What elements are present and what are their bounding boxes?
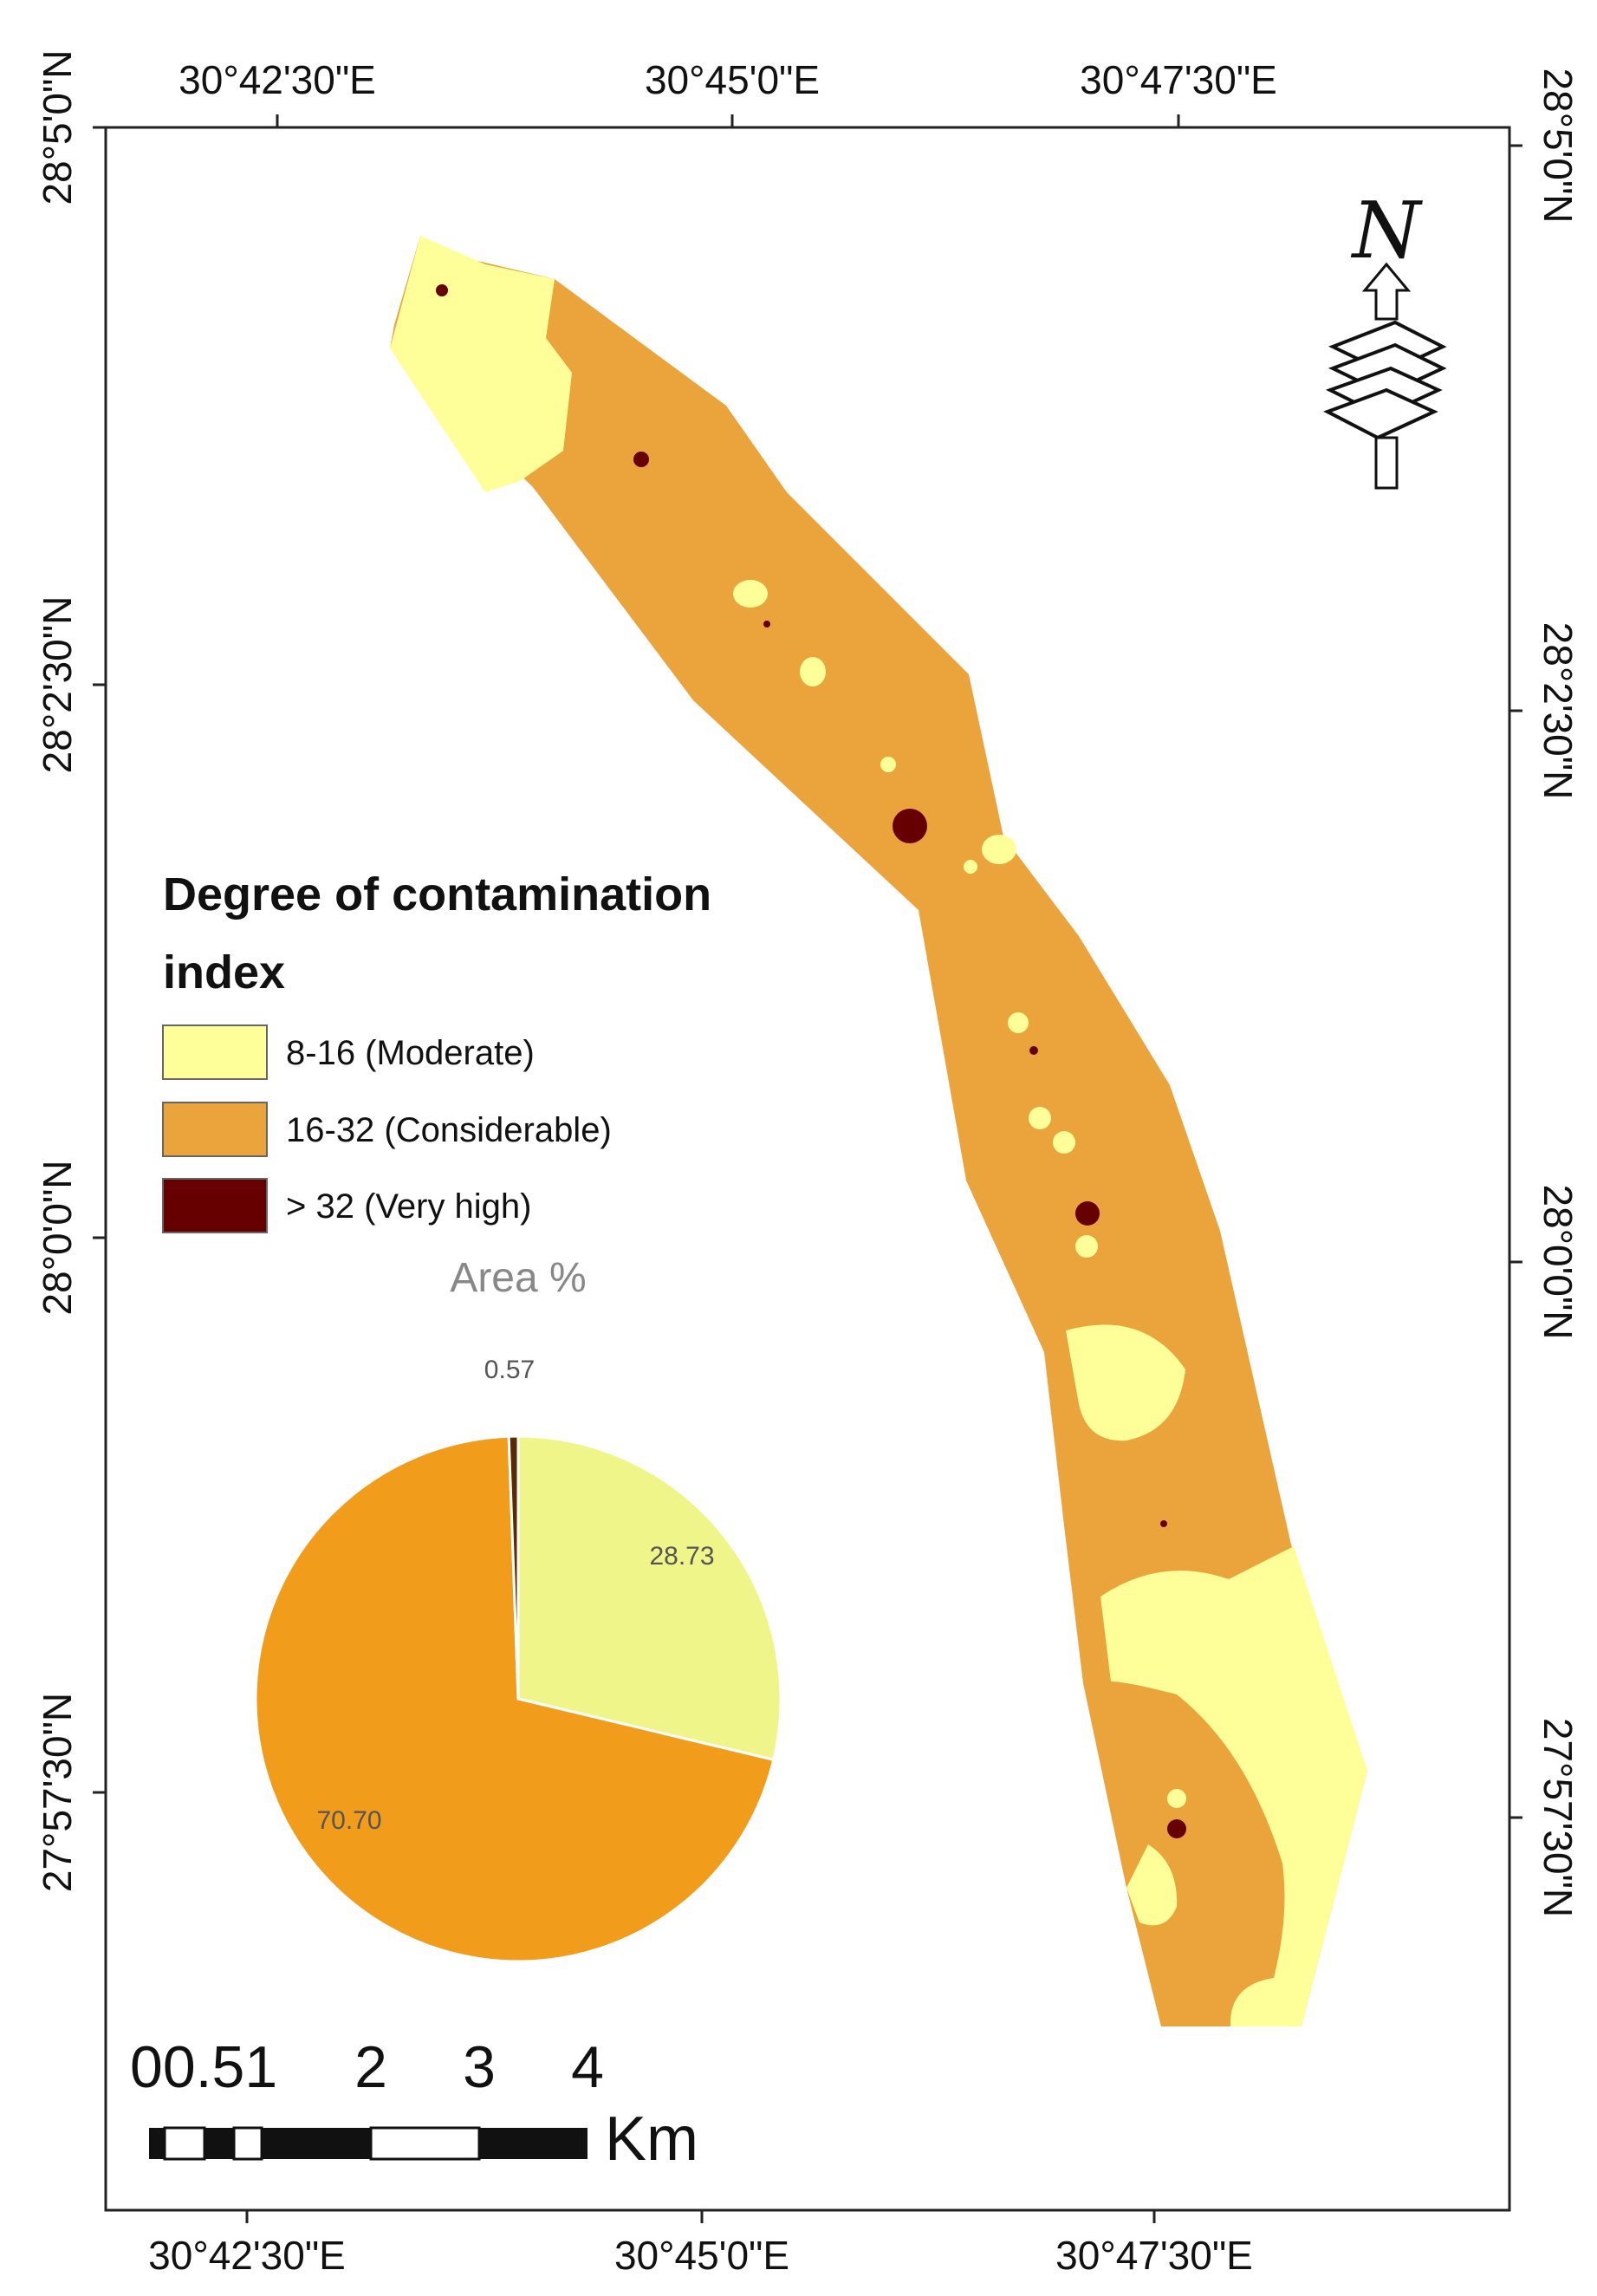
north-arrow-tail [1374,436,1399,490]
pie-labels: 28.73 70.70 0.57 [316,1356,714,1835]
moderate-spot [880,757,896,772]
north-arrow-icon: N [1323,185,1447,490]
legend-title-line2: index [163,946,285,998]
top-label-2: 30°45'0"E [645,57,820,102]
pie-label-moderate: 28.73 [649,1542,714,1571]
north-arrow-layer-4 [1323,387,1438,440]
legend-item-considerable: 16-32 (Considerable) [162,1102,612,1157]
area-pie-chart: Area % 28.73 70.70 0.57 [254,1255,782,1963]
study-area [390,236,1367,2026]
moderate-zone-south [1100,1546,1367,2026]
frame-ticks [93,114,1522,2223]
left-label-1: 28°5'0"N [35,49,80,205]
pie-slices [254,1434,782,1963]
pie-label-considerable: 70.70 [316,1806,381,1835]
top-label-3: 30°47'30"E [1080,57,1277,102]
very-high-spot [436,284,448,296]
legend-item-moderate: 8-16 (Moderate) [162,1024,535,1080]
very-high-spot [893,809,927,843]
legend-swatch-moderate [162,1024,268,1080]
moderate-spot [982,835,1016,864]
scale-segment [369,2126,481,2161]
moderate-spots [733,580,1186,1808]
legend-swatch-very-high [162,1178,268,1233]
north-letter: N [1351,185,1424,276]
left-label-4: 27°57'30"N [35,1693,80,1892]
left-label-2: 28°2'30"N [35,596,80,774]
very-high-spot [1167,1819,1186,1838]
top-coordinate-labels: 30°42'30"E 30°45'0"E 30°47'30"E [179,57,1277,102]
bottom-label-3: 30°47'30"E [1055,2233,1253,2278]
scale-segment [163,2126,206,2161]
bottom-label-2: 30°45'0"E [614,2233,789,2278]
considerable-zone [390,236,1367,2026]
scale-label-3: 3 [463,2034,496,2100]
scale-unit: Km [605,2104,698,2174]
legend-swatch-considerable [162,1102,268,1157]
scale-segment [262,2128,371,2159]
very-high-spots [436,284,1186,1838]
right-label-3: 28°0'0"N [1535,1184,1581,1339]
scale-label-0: 00.51 [130,2034,277,2100]
north-arrow-shaft [1361,262,1412,321]
moderate-spot [964,860,977,874]
top-label-1: 30°42'30"E [179,57,376,102]
moderate-spot [1053,1131,1075,1154]
very-high-spot [1075,1201,1100,1226]
scale-bar: 00.51 2 3 4 Km [130,2034,698,2174]
very-high-spot [763,621,770,628]
scale-segment [149,2128,165,2159]
moderate-zone-north [390,236,572,492]
moderate-spot [1008,1012,1029,1033]
scale-segment [204,2128,234,2159]
pie-slice-moderate [516,1434,782,1762]
bottom-coordinate-labels: 30°42'30"E 30°45'0"E 30°47'30"E [148,2233,1253,2278]
moderate-spot [800,657,826,686]
legend-label-very-high: > 32 (Very high) [286,1187,532,1226]
legend-label-considerable: 16-32 (Considerable) [286,1111,612,1149]
moderate-spot [1075,1235,1098,1258]
scale-segment [232,2126,263,2161]
moderate-zone-southwest [1126,1844,1178,1926]
scale-label-2: 2 [354,2034,387,2100]
moderate-spot [1167,1789,1186,1808]
moderate-spot [733,580,768,608]
bottom-label-1: 30°42'30"E [148,2233,346,2278]
legend: Degree of contamination index 8-16 (Mode… [162,868,711,1233]
right-coordinate-labels: 28°5'0"N 28°2'30"N 28°0'0"N 27°57'30"N [1535,68,1581,1917]
right-label-1: 28°5'0"N [1535,68,1581,223]
pie-title: Area % [450,1255,586,1301]
legend-label-moderate: 8-16 (Moderate) [286,1034,535,1072]
pie-label-very-high: 0.57 [484,1356,535,1384]
legend-item-very-high: > 32 (Very high) [162,1178,532,1233]
right-label-2: 28°2'30"N [1535,622,1581,800]
pie-slice-considerable [254,1434,776,1963]
very-high-spot [633,452,649,467]
left-coordinate-labels: 28°5'0"N 28°2'30"N 28°0'0"N 27°57'30"N [35,49,80,1892]
legend-title-line1: Degree of contamination [163,868,711,920]
right-label-4: 27°57'30"N [1535,1718,1581,1917]
very-high-spot [1160,1520,1167,1527]
moderate-zone-mid [1066,1324,1185,1441]
very-high-spot [1029,1046,1038,1055]
moderate-spot [1029,1107,1051,1129]
pie-slice-very-high [507,1434,520,1700]
left-label-3: 28°0'0"N [35,1160,80,1315]
scale-segment [479,2128,588,2159]
scale-label-4: 4 [571,2034,604,2100]
